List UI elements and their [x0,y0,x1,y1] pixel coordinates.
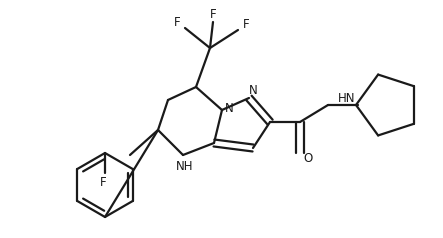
Text: F: F [210,8,216,20]
Text: N: N [225,101,233,114]
Text: N: N [249,84,257,96]
Text: F: F [174,15,180,29]
Text: F: F [100,175,106,188]
Text: NH: NH [176,160,194,174]
Text: HN: HN [338,93,355,105]
Text: O: O [303,153,313,165]
Text: F: F [243,18,249,30]
